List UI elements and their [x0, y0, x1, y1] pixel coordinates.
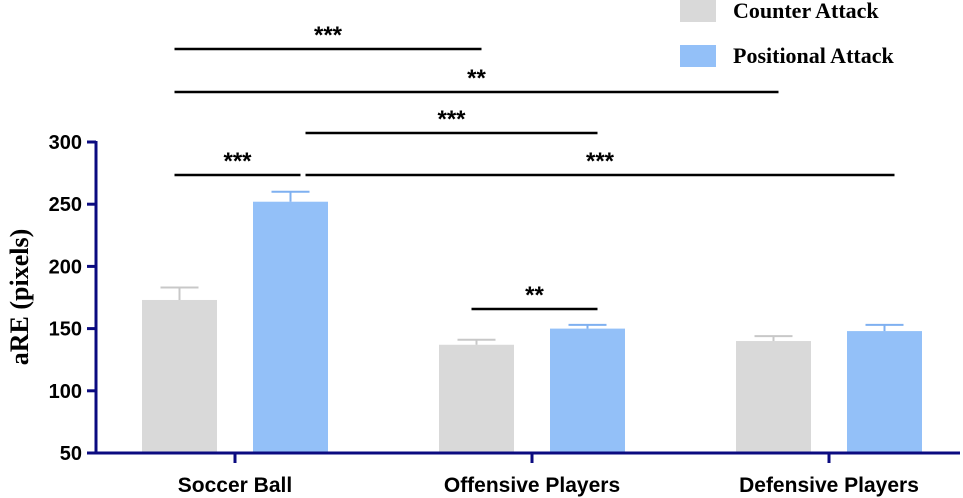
significance-annotations: **************** [174, 22, 895, 311]
axes: 50 100 150 200 250 300 Soccer Ball Offensive Pl… [49, 132, 960, 497]
x-tick-label: Offensive Players [444, 474, 620, 497]
y-tick-label: 150 [49, 319, 82, 341]
legend-label-counter-attack: Counter Attack [733, 0, 879, 23]
significance-label: *** [437, 106, 466, 133]
x-tick-label: Soccer Ball [178, 474, 292, 497]
bar-defensive-players-positional-attack [847, 331, 922, 453]
legend: Counter Attack Positional Attack [680, 0, 894, 68]
y-tick-label: 50 [60, 443, 82, 465]
significance-label: *** [314, 22, 343, 49]
significance-label: ** [467, 65, 486, 92]
bar-offensive-players-positional-attack [550, 328, 625, 453]
y-tick-label: 100 [49, 381, 82, 403]
significance-label: *** [223, 148, 252, 175]
bar-soccer-ball-counter-attack [142, 299, 217, 453]
bar-group [142, 190, 922, 453]
legend-swatch-counter-attack [680, 0, 716, 22]
y-tick-label: 250 [49, 194, 82, 216]
y-tick-label: 200 [49, 256, 82, 278]
legend-label-positional-attack: Positional Attack [733, 43, 894, 68]
y-tick-label: 300 [49, 132, 82, 154]
bar-offensive-players-counter-attack [439, 344, 514, 453]
x-tick-label: Defensive Players [739, 474, 919, 497]
bar-defensive-players-counter-attack [736, 341, 811, 453]
bar-soccer-ball-positional-attack [253, 201, 328, 453]
y-axis-label: aRE (pixels) [5, 229, 34, 366]
significance-label: *** [586, 148, 615, 175]
legend-swatch-positional-attack [680, 45, 716, 67]
significance-label: ** [525, 282, 544, 309]
